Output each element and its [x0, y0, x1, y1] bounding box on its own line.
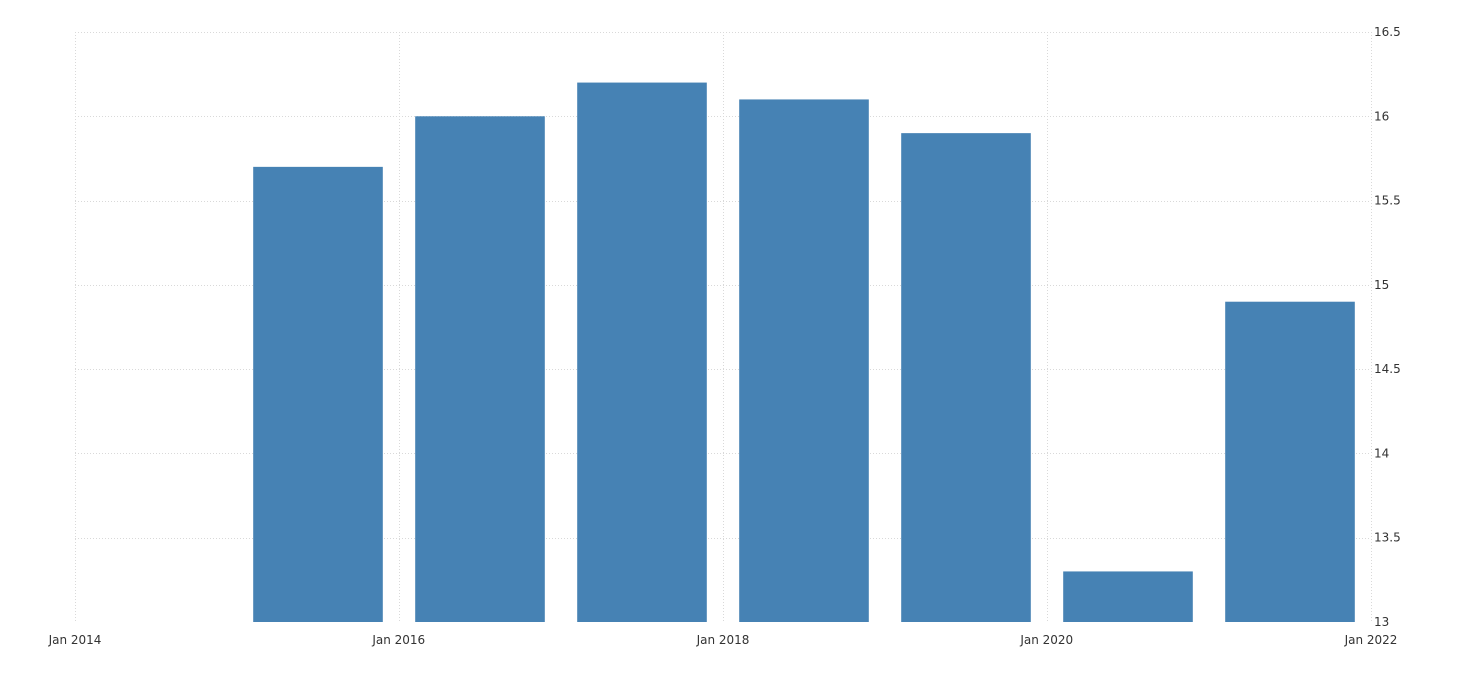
y-tick-label: 14 — [1374, 446, 1389, 460]
x-tick-label: Jan 2018 — [696, 633, 750, 647]
y-tick-label: 15 — [1374, 278, 1389, 292]
bar-2016[interactable] — [415, 116, 545, 622]
y-tick-label: 16 — [1374, 109, 1389, 123]
x-tick-label: Jan 2016 — [371, 633, 425, 647]
bar-2019[interactable] — [901, 133, 1031, 622]
bar-2015[interactable] — [253, 166, 383, 623]
bar-series — [253, 82, 1355, 623]
x-tick-label: Jan 2014 — [48, 633, 102, 647]
x-tick-label: Jan 2020 — [1019, 633, 1073, 647]
y-tick-label: 16.5 — [1374, 25, 1401, 39]
y-tick-label: 14.5 — [1374, 362, 1401, 376]
y-tick-label: 15.5 — [1374, 194, 1401, 208]
bar-2017[interactable] — [577, 82, 707, 622]
y-tick-label: 13.5 — [1374, 531, 1401, 545]
bar-2020[interactable] — [1063, 571, 1193, 622]
x-axis: Jan 2014 Jan 2016 Jan 2018 Jan 2020 Jan 2022 — [48, 633, 1398, 647]
y-axis: 13 13.5 14 14.5 15 15.5 16 16.5 — [1374, 25, 1401, 629]
y-tick-label: 13 — [1374, 615, 1389, 629]
x-tick-label: Jan 2022 — [1344, 633, 1398, 647]
bar-2018[interactable] — [739, 99, 869, 623]
bar-2021[interactable] — [1225, 301, 1355, 622]
